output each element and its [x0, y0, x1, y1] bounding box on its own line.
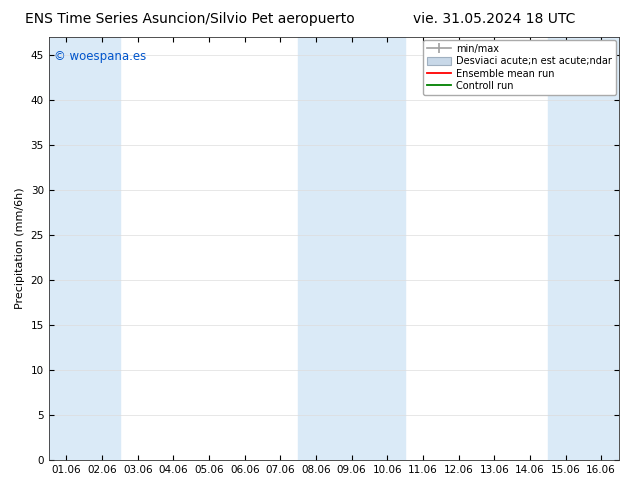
- Bar: [49, 37, 120, 460]
- Y-axis label: Precipitation (mm/6h): Precipitation (mm/6h): [15, 188, 25, 309]
- Bar: [298, 37, 405, 460]
- Bar: [548, 37, 619, 460]
- Text: ENS Time Series Asuncion/Silvio Pet aeropuerto: ENS Time Series Asuncion/Silvio Pet aero…: [25, 12, 355, 26]
- Text: © woespana.es: © woespana.es: [55, 50, 146, 63]
- Text: vie. 31.05.2024 18 UTC: vie. 31.05.2024 18 UTC: [413, 12, 576, 26]
- Legend: min/max, Desviaci acute;n est acute;ndar, Ensemble mean run, Controll run: min/max, Desviaci acute;n est acute;ndar…: [424, 40, 616, 95]
